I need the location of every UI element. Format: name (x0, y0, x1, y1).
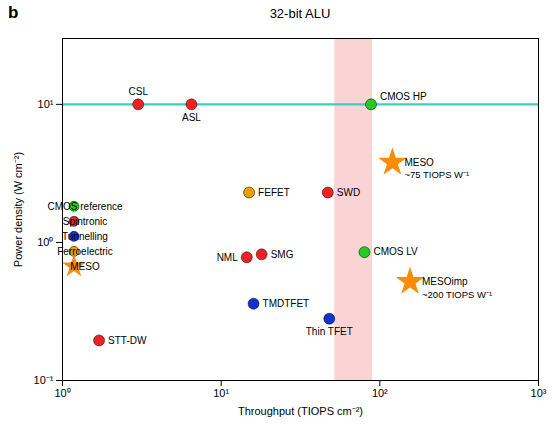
svg-text:Spintronic: Spintronic (63, 216, 107, 227)
svg-text:10⁻¹: 10⁻¹ (34, 374, 54, 386)
svg-text:CSL: CSL (128, 86, 148, 97)
svg-text:CMOS HP: CMOS HP (380, 91, 427, 102)
html-text:b: b (8, 3, 19, 22)
svg-text:10⁰: 10⁰ (37, 236, 53, 248)
svg-text:10¹: 10¹ (213, 387, 229, 399)
svg-text:10⁰: 10⁰ (54, 387, 70, 399)
svg-text:Ferroelectric: Ferroelectric (57, 246, 113, 257)
svg-text:NML: NML (217, 252, 239, 263)
svg-text:10²: 10² (372, 387, 388, 399)
svg-text:10¹: 10¹ (38, 98, 54, 110)
svg-text:MESO: MESO (404, 157, 434, 168)
svg-text:~200 TIOPS W⁻¹: ~200 TIOPS W⁻¹ (422, 289, 492, 300)
svg-text:TMDTFET: TMDTFET (263, 298, 310, 309)
svg-text:SWD: SWD (337, 187, 360, 198)
svg-text:STT-DW: STT-DW (108, 335, 147, 346)
html-text:32-bit ALU: 32-bit ALU (269, 6, 331, 21)
svg-text:Tunnelling: Tunnelling (62, 231, 108, 242)
svg-text:MESO: MESO (70, 261, 100, 272)
svg-text:10³: 10³ (531, 387, 547, 399)
svg-text:Thin TFET: Thin TFET (306, 326, 353, 337)
svg-text:Throughput (TIOPS cm⁻²): Throughput (TIOPS cm⁻²) (238, 405, 363, 417)
svg-text:MESOimp: MESOimp (422, 276, 468, 287)
svg-text:CMOS LV: CMOS LV (373, 246, 418, 257)
svg-text:CMOS reference: CMOS reference (47, 201, 122, 212)
svg-text:FEFET: FEFET (258, 187, 290, 198)
svg-text:SMG: SMG (271, 249, 294, 260)
svg-text:~75 TIOPS W⁻¹: ~75 TIOPS W⁻¹ (404, 169, 469, 180)
svg-text:ASL: ASL (182, 112, 201, 123)
svg-text:Power density (W cm⁻²): Power density (W cm⁻²) (12, 152, 24, 267)
